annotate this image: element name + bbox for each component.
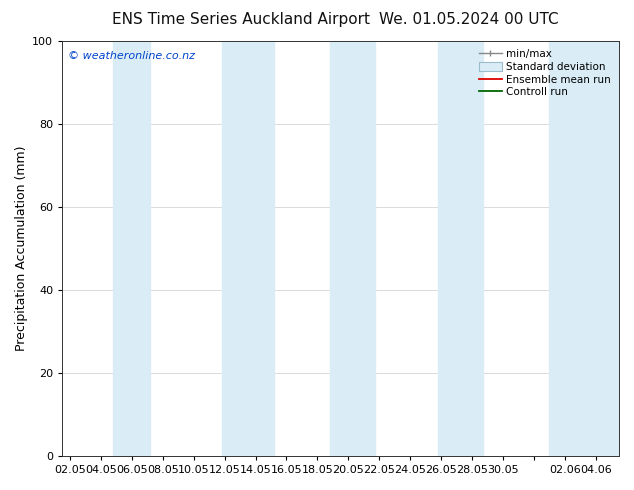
Text: © weatheronline.co.nz: © weatheronline.co.nz bbox=[68, 51, 195, 61]
Bar bbox=[113, 41, 150, 456]
Text: We. 01.05.2024 00 UTC: We. 01.05.2024 00 UTC bbox=[379, 12, 559, 27]
Text: ENS Time Series Auckland Airport: ENS Time Series Auckland Airport bbox=[112, 12, 370, 27]
Bar bbox=[221, 41, 274, 456]
Bar bbox=[330, 41, 375, 456]
Bar bbox=[438, 41, 483, 456]
Legend: min/max, Standard deviation, Ensemble mean run, Controll run: min/max, Standard deviation, Ensemble me… bbox=[476, 46, 614, 100]
Bar bbox=[550, 41, 619, 456]
Y-axis label: Precipitation Accumulation (mm): Precipitation Accumulation (mm) bbox=[15, 146, 28, 351]
